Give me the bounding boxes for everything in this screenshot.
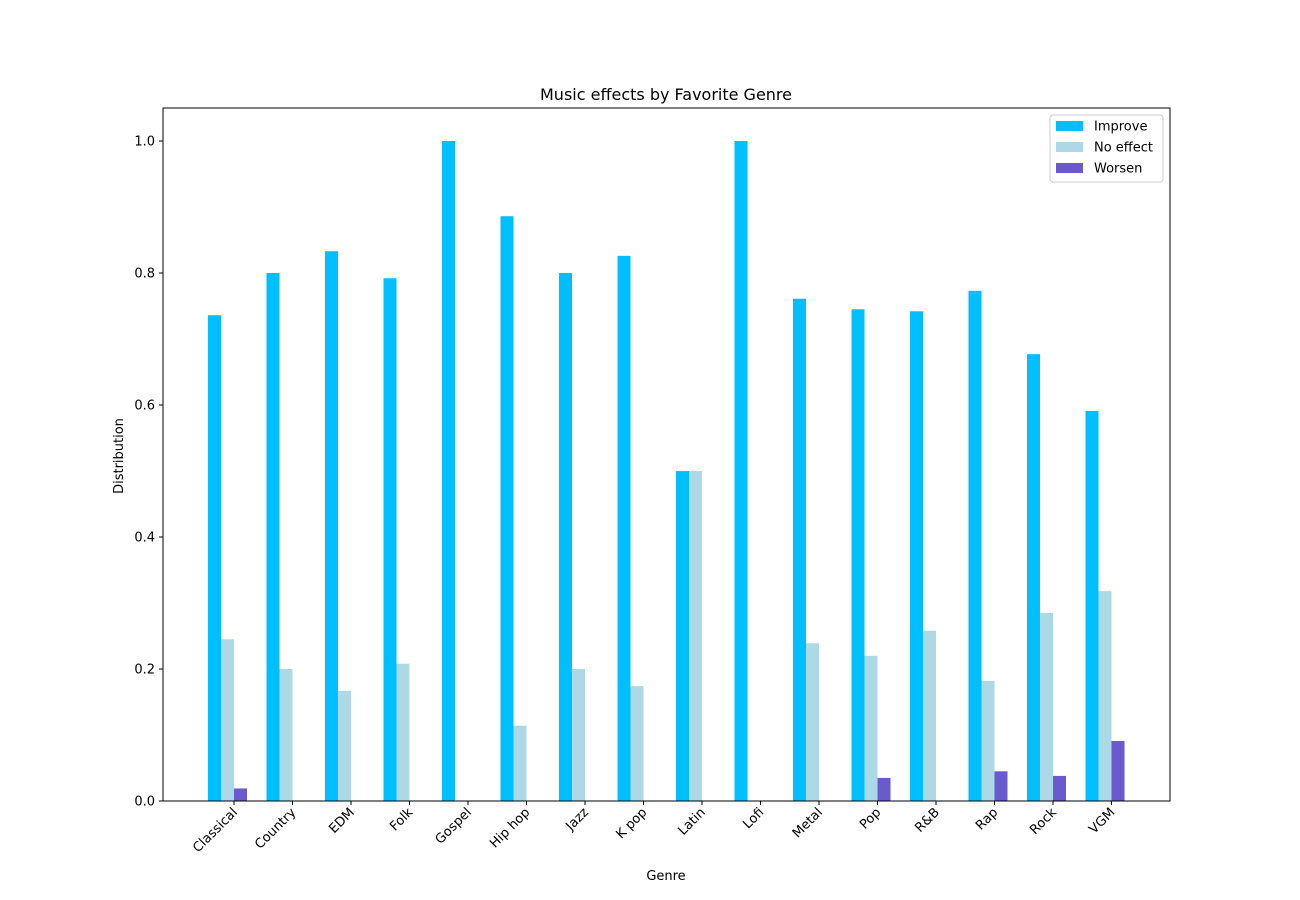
bar-worsen-13 — [994, 771, 1008, 801]
bar-no-effect-1 — [279, 669, 293, 801]
bar-improve-5 — [500, 216, 514, 802]
bar-improve-14 — [1027, 354, 1040, 801]
bar-improve-4 — [442, 141, 455, 801]
bar-no-effect-14 — [1040, 612, 1053, 801]
legend-swatch — [1056, 142, 1083, 152]
bar-improve-6 — [559, 273, 572, 801]
x-tick-label: Latin — [675, 805, 708, 838]
bar-no-effect-13 — [981, 680, 995, 801]
y-axis: 0.0 0.2 0.4 0.6 0.8 1.0 — [134, 135, 163, 810]
y-tick-label: 0.0 — [134, 795, 155, 810]
y-axis-title: Distribution — [112, 418, 127, 494]
bar-no-effect-11 — [864, 655, 878, 801]
x-tick-label: Hip hop — [487, 805, 533, 851]
y-tick-label: 0.4 — [134, 531, 155, 546]
bar-no-effect-8 — [689, 471, 702, 801]
x-tick-label: Country — [252, 805, 299, 852]
bar-improve-8 — [676, 471, 689, 801]
bars-layer — [208, 141, 1125, 802]
bar-no-effect-2 — [338, 690, 351, 801]
x-tick-label: K pop — [613, 805, 650, 842]
bar-improve-1 — [266, 273, 280, 801]
bar-improve-7 — [617, 255, 631, 802]
bar-no-effect-7 — [630, 686, 644, 801]
x-tick-label: Folk — [387, 805, 416, 834]
bar-improve-3 — [383, 278, 397, 801]
x-tick-label: Metal — [790, 805, 826, 841]
plot-frame — [162, 107, 1171, 802]
bar-no-effect-5 — [513, 725, 527, 801]
x-axis: Classical Country EDM Folk Gospel Hip hop Jazz… — [190, 801, 1118, 856]
bar-improve-15 — [1085, 410, 1099, 801]
y-tick-label: 1.0 — [134, 135, 155, 150]
x-axis-title: Genre — [646, 869, 685, 884]
legend-label: Improve — [1094, 120, 1147, 135]
bar-no-effect-15 — [1098, 591, 1112, 801]
bar-no-effect-6 — [572, 669, 585, 801]
bar-improve-0 — [208, 315, 221, 801]
x-tick-label: Jazz — [563, 805, 592, 834]
bar-no-effect-0 — [221, 639, 234, 801]
legend-label: Worsen — [1094, 162, 1142, 177]
legend: Improve No effect Worsen — [1049, 114, 1164, 183]
chart-title: Music effects by Favorite Genre — [540, 85, 792, 104]
bar-no-effect-10 — [806, 643, 819, 801]
x-tick-label: Pop — [857, 805, 884, 832]
y-tick-label: 0.2 — [134, 663, 155, 678]
y-tick-label: 0.8 — [134, 267, 155, 282]
bar-improve-11 — [851, 309, 865, 801]
x-tick-label: Rock — [1027, 805, 1060, 838]
bar-no-effect-12 — [923, 630, 936, 801]
bar-improve-12 — [910, 311, 923, 801]
bar-no-effect-3 — [396, 663, 410, 801]
x-tick-label: EDM — [326, 805, 357, 836]
bar-improve-13 — [968, 290, 982, 801]
bar-worsen-15 — [1111, 740, 1125, 801]
bar-improve-2 — [325, 251, 338, 802]
x-tick-label: Rap — [973, 805, 1001, 833]
bar-improve-9 — [734, 141, 748, 801]
x-tick-label: Gospel — [433, 805, 475, 847]
x-tick-label: R&B — [912, 805, 942, 835]
legend-swatch — [1056, 121, 1083, 131]
legend-label: No effect — [1094, 141, 1153, 156]
bar-worsen-14 — [1053, 775, 1066, 801]
legend-swatch — [1056, 163, 1083, 173]
bar-improve-10 — [793, 298, 806, 801]
y-tick-label: 0.6 — [134, 399, 155, 414]
x-tick-label: Classical — [190, 805, 241, 856]
x-tick-label: Lofi — [740, 805, 767, 832]
x-tick-label: VGM — [1086, 805, 1118, 837]
bar-worsen-0 — [234, 788, 247, 801]
bar-worsen-11 — [877, 777, 891, 801]
